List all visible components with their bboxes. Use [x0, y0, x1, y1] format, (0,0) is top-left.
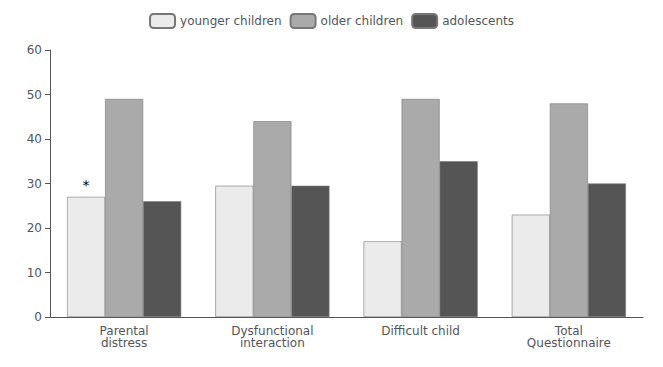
- svg-text:interaction: interaction: [240, 336, 305, 350]
- svg-text:40: 40: [27, 132, 42, 146]
- svg-text:older children: older children: [321, 14, 404, 28]
- svg-text:30: 30: [27, 177, 42, 191]
- svg-text:10: 10: [27, 266, 42, 280]
- svg-text:50: 50: [27, 88, 42, 102]
- svg-text:20: 20: [27, 221, 42, 235]
- svg-text:Questionnaire: Questionnaire: [527, 336, 611, 350]
- svg-text:Parental: Parental: [99, 324, 149, 338]
- svg-text:distress: distress: [101, 336, 147, 350]
- svg-text:Total: Total: [554, 324, 583, 338]
- svg-text:adolescents: adolescents: [442, 14, 514, 28]
- svg-text:Dysfunctional: Dysfunctional: [231, 324, 314, 338]
- svg-text:60: 60: [27, 43, 42, 57]
- svg-text:*: *: [83, 177, 90, 193]
- svg-text:younger children: younger children: [180, 14, 282, 28]
- svg-text:0: 0: [34, 310, 42, 324]
- svg-text:Difficult child: Difficult child: [381, 324, 460, 338]
